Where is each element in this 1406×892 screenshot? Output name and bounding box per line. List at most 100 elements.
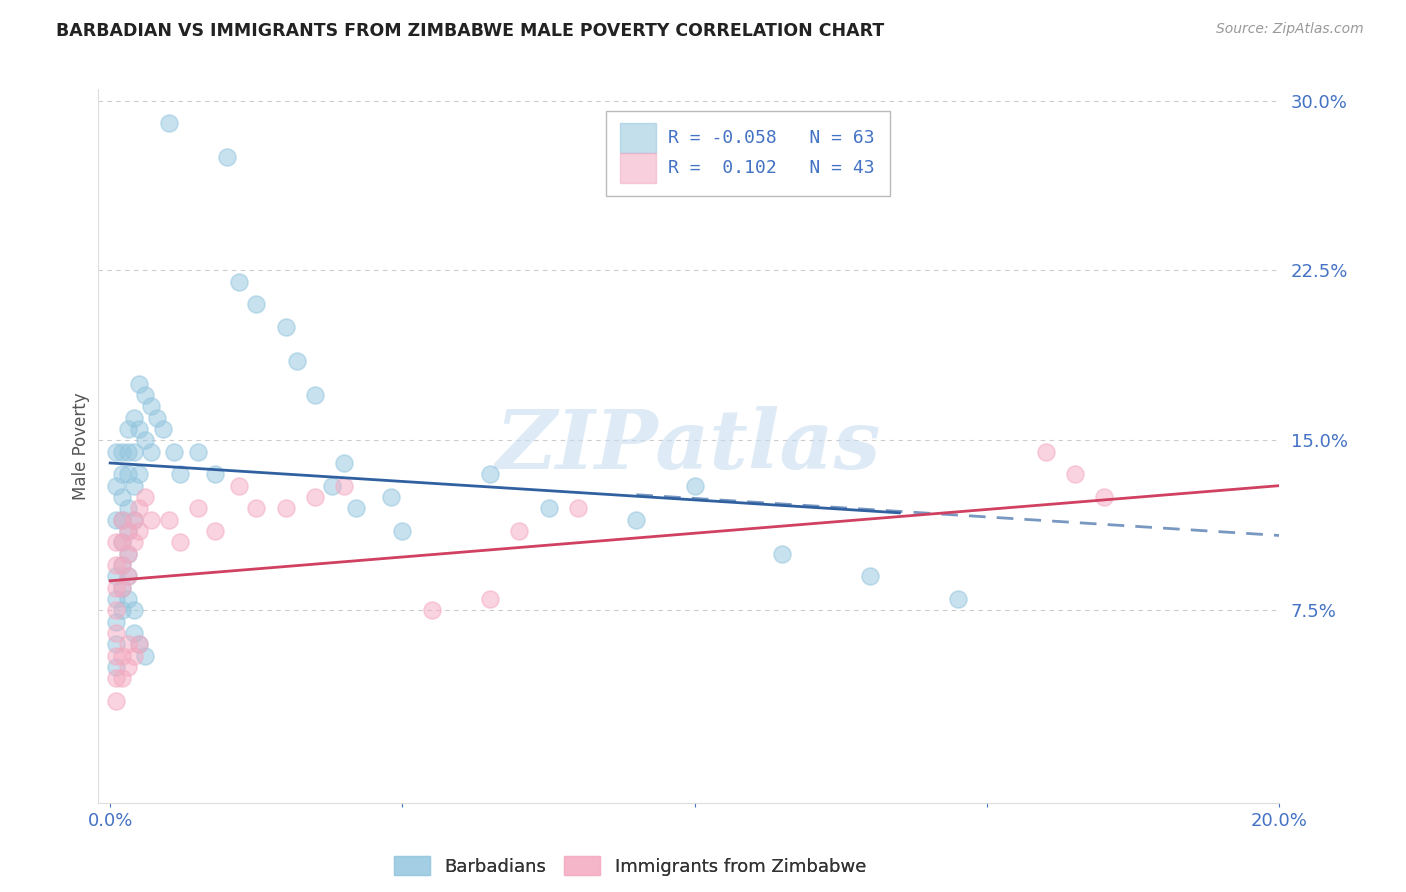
Point <box>333 478 356 492</box>
Point <box>122 444 145 458</box>
Point <box>122 513 145 527</box>
Text: Source: ZipAtlas.com: Source: ZipAtlas.com <box>1216 22 1364 37</box>
Point <box>146 410 169 425</box>
Point <box>111 490 134 504</box>
Point <box>163 444 186 458</box>
Point <box>187 444 209 458</box>
Point <box>859 569 882 583</box>
Point <box>228 275 250 289</box>
Point <box>626 513 648 527</box>
Point <box>204 467 226 482</box>
Point <box>285 354 308 368</box>
Point <box>122 478 145 492</box>
Point <box>139 444 162 458</box>
Point <box>139 400 162 414</box>
Point <box>245 501 267 516</box>
Point <box>111 535 134 549</box>
Point <box>104 513 127 527</box>
Point <box>111 648 134 663</box>
Bar <box>620 153 655 183</box>
Point <box>128 501 150 516</box>
Point <box>274 501 297 516</box>
Point <box>274 320 297 334</box>
Point <box>245 297 267 311</box>
Point <box>169 535 191 549</box>
Point <box>117 422 139 436</box>
Point <box>128 467 150 482</box>
Point <box>122 513 145 527</box>
Point <box>104 637 127 651</box>
Point <box>946 591 969 606</box>
Point <box>111 513 134 527</box>
Point <box>128 637 150 651</box>
Point <box>104 694 127 708</box>
Point <box>117 547 139 561</box>
Point <box>134 648 156 663</box>
Point <box>111 581 134 595</box>
Point <box>104 478 127 492</box>
Point <box>567 501 589 516</box>
Point <box>139 513 162 527</box>
Point <box>122 603 145 617</box>
Point <box>104 648 127 663</box>
Text: R = -0.058   N = 63: R = -0.058 N = 63 <box>668 128 875 146</box>
FancyBboxPatch shape <box>606 111 890 196</box>
Point <box>111 535 134 549</box>
Point <box>128 422 150 436</box>
Point <box>1063 467 1085 482</box>
Point <box>117 547 139 561</box>
Point <box>117 501 139 516</box>
Point <box>122 626 145 640</box>
Point <box>117 660 139 674</box>
Point <box>228 478 250 492</box>
Point <box>117 569 139 583</box>
Point <box>157 513 180 527</box>
Point <box>157 116 180 130</box>
Point <box>111 558 134 572</box>
Point <box>537 501 560 516</box>
Point <box>391 524 413 538</box>
Point <box>479 467 502 482</box>
Point <box>122 410 145 425</box>
Text: BARBADIAN VS IMMIGRANTS FROM ZIMBABWE MALE POVERTY CORRELATION CHART: BARBADIAN VS IMMIGRANTS FROM ZIMBABWE MA… <box>56 22 884 40</box>
Point <box>117 467 139 482</box>
Point <box>1092 490 1115 504</box>
Point <box>508 524 530 538</box>
Point <box>122 535 145 549</box>
Point <box>104 591 127 606</box>
Point <box>117 591 139 606</box>
Point <box>134 434 156 448</box>
Point <box>111 513 134 527</box>
Point <box>104 660 127 674</box>
Point <box>169 467 191 482</box>
Point <box>122 648 145 663</box>
Point <box>104 444 127 458</box>
Text: ZIPatlas: ZIPatlas <box>496 406 882 486</box>
Point <box>104 535 127 549</box>
Point <box>104 581 127 595</box>
Point <box>134 490 156 504</box>
Point <box>111 444 134 458</box>
Point <box>117 444 139 458</box>
Point <box>134 388 156 402</box>
Point <box>128 524 150 538</box>
Point <box>187 501 209 516</box>
Point <box>111 581 134 595</box>
Point <box>117 569 139 583</box>
Point <box>104 603 127 617</box>
Point <box>683 478 706 492</box>
Point <box>104 671 127 685</box>
Point <box>104 626 127 640</box>
Point <box>479 591 502 606</box>
Point <box>104 569 127 583</box>
Point <box>111 671 134 685</box>
Legend: Barbadians, Immigrants from Zimbabwe: Barbadians, Immigrants from Zimbabwe <box>394 856 866 876</box>
Point <box>117 524 139 538</box>
Point <box>152 422 174 436</box>
Bar <box>620 123 655 153</box>
Point <box>333 456 356 470</box>
Text: R =  0.102   N = 43: R = 0.102 N = 43 <box>668 159 875 177</box>
Point <box>344 501 367 516</box>
Point <box>117 524 139 538</box>
Point <box>128 637 150 651</box>
